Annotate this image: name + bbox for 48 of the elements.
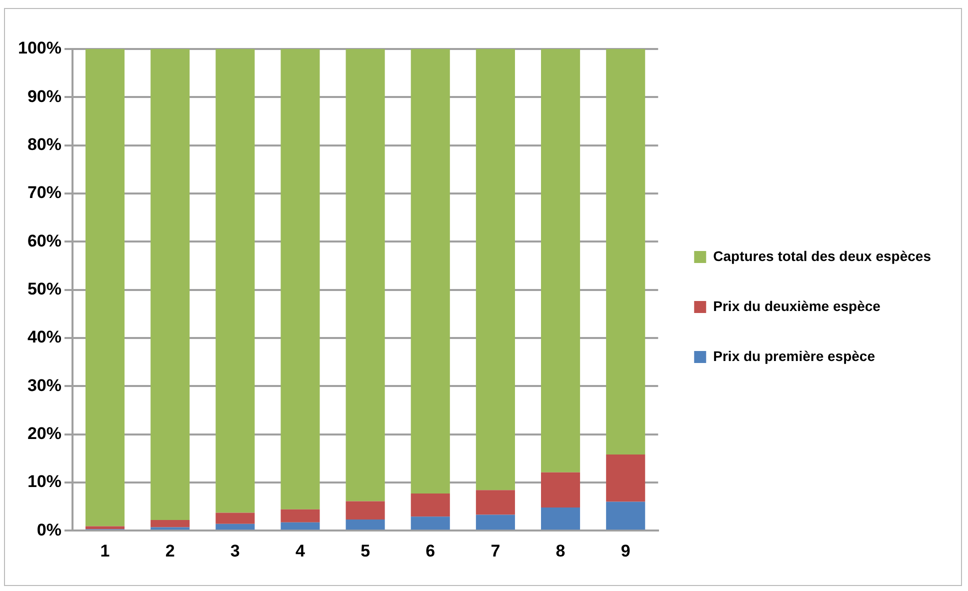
bar [216, 49, 255, 513]
y-tick-label: 80% [27, 135, 62, 154]
bar [280, 509, 320, 522]
y-tick-label: 20% [27, 424, 62, 443]
bar [346, 520, 385, 530]
bar [606, 502, 646, 530]
bar [346, 501, 385, 520]
bar [476, 490, 515, 515]
bar [476, 514, 515, 530]
bar [216, 524, 255, 530]
x-tick-label: 5 [360, 541, 370, 560]
bar [541, 507, 580, 530]
bar [541, 472, 580, 508]
bar [606, 49, 646, 455]
bar [410, 494, 450, 517]
y-tick-label: 0% [36, 520, 62, 540]
bar [476, 49, 515, 490]
bar [150, 527, 190, 530]
y-tick-label: 100% [18, 38, 62, 58]
x-tick-label: 3 [230, 541, 240, 560]
legend-label: Captures total des deux espèces [713, 248, 932, 264]
bar [346, 49, 385, 502]
bar [150, 49, 190, 520]
bar [280, 49, 320, 510]
x-tick-label: 1 [100, 541, 110, 560]
y-tick-label: 50% [27, 279, 62, 298]
y-tick-label: 90% [27, 86, 62, 106]
bar [541, 49, 580, 472]
bar [606, 454, 646, 502]
bar [216, 512, 255, 524]
y-tick-label: 70% [27, 183, 62, 202]
bar [150, 520, 190, 528]
bar [410, 516, 450, 530]
x-tick-label: 8 [556, 541, 566, 560]
y-tick-label: 10% [27, 472, 62, 492]
legend-label: Prix du deuxième espèce [713, 298, 881, 314]
bar [85, 49, 125, 526]
bar [410, 49, 450, 494]
x-tick-label: 2 [165, 541, 175, 560]
x-tick-label: 6 [426, 541, 436, 560]
y-tick-label: 60% [27, 231, 62, 250]
y-tick-label: 40% [27, 328, 62, 347]
legend-label: Prix du première espèce [713, 348, 876, 364]
x-tick-label: 4 [296, 541, 306, 560]
x-tick-label: 7 [490, 541, 500, 560]
x-tick-label: 9 [620, 541, 630, 560]
y-tick-label: 30% [27, 376, 62, 395]
bar [280, 522, 320, 530]
